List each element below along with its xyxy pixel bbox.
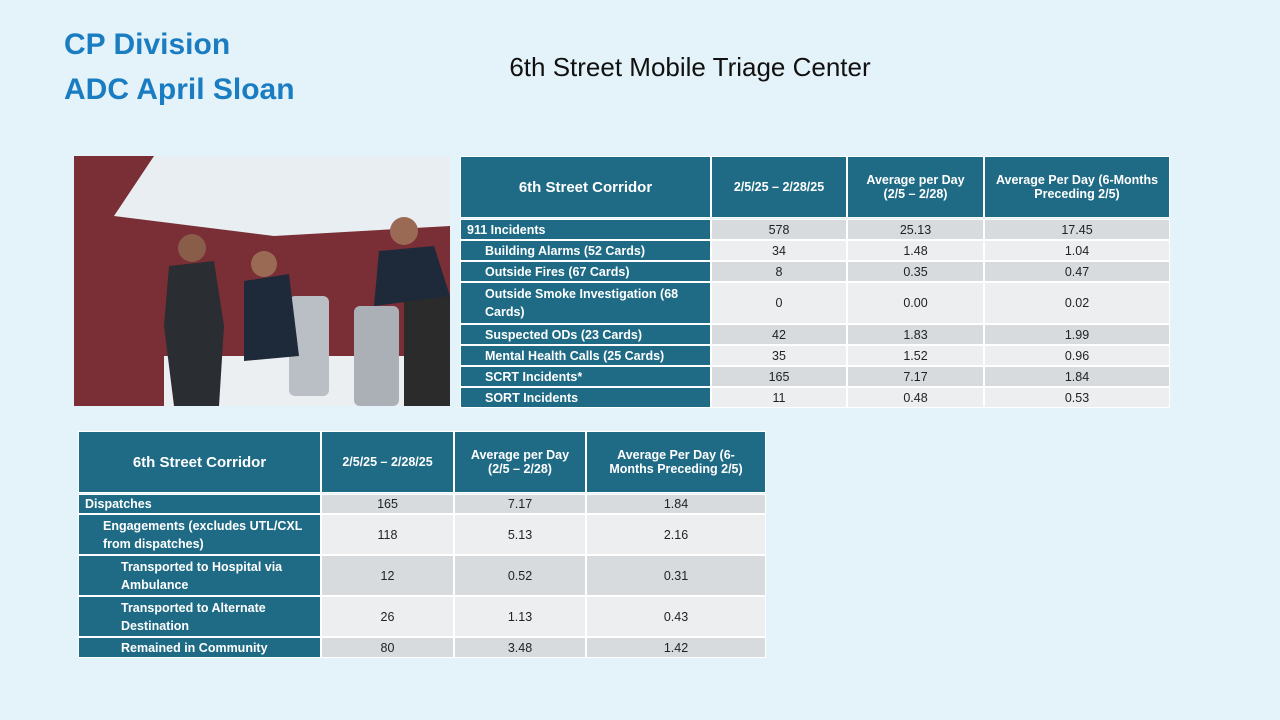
row-label: Mental Health Calls (25 Cards) xyxy=(460,345,711,366)
data-cell: 34 xyxy=(711,240,847,261)
data-cell: 42 xyxy=(711,324,847,345)
data-cell: 1.13 xyxy=(454,596,586,637)
row-label: Transported to Alternate Destination xyxy=(78,596,321,637)
data-cell: 1.84 xyxy=(984,366,1170,387)
data-cell: 0.00 xyxy=(847,282,984,324)
data-cell: 2.16 xyxy=(586,514,766,555)
data-cell: 17.45 xyxy=(984,219,1170,240)
data-cell: 26 xyxy=(321,596,454,637)
row-label: 911 Incidents xyxy=(460,219,711,240)
data-cell: 35 xyxy=(711,345,847,366)
row-label: Engagements (excludes UTL/CXL from dispa… xyxy=(78,514,321,555)
data-cell: 578 xyxy=(711,219,847,240)
data-cell: 0 xyxy=(711,282,847,324)
data-cell: 0.31 xyxy=(586,555,766,596)
data-cell: 165 xyxy=(711,366,847,387)
column-header: Average per Day (2/5 – 2/28) xyxy=(847,156,984,218)
column-header: 2/5/25 – 2/28/25 xyxy=(711,156,847,218)
data-cell: 1.84 xyxy=(586,494,766,514)
data-cell: 5.13 xyxy=(454,514,586,555)
column-header: 6th Street Corridor xyxy=(78,431,321,493)
data-cell: 0.02 xyxy=(984,282,1170,324)
column-header: Average Per Day (6-Months Preceding 2/5) xyxy=(984,156,1170,218)
row-label: SORT Incidents xyxy=(460,387,711,408)
data-cell: 0.48 xyxy=(847,387,984,408)
data-cell: 0.35 xyxy=(847,261,984,282)
data-cell: 7.17 xyxy=(847,366,984,387)
column-header: Average per Day (2/5 – 2/28) xyxy=(454,431,586,493)
data-cell: 80 xyxy=(321,637,454,658)
row-label: Dispatches xyxy=(78,494,321,514)
data-cell: 8 xyxy=(711,261,847,282)
division: CP Division xyxy=(64,28,231,61)
row-label: Outside Fires (67 Cards) xyxy=(460,261,711,282)
data-cell: 7.17 xyxy=(454,494,586,514)
presenter-name: ADC April Sloan xyxy=(64,73,295,106)
row-label: Suspected ODs (23 Cards) xyxy=(460,324,711,345)
column-header: 6th Street Corridor xyxy=(460,156,711,218)
row-label: SCRT Incidents* xyxy=(460,366,711,387)
column-header: 2/5/25 – 2/28/25 xyxy=(321,431,454,493)
photo xyxy=(74,156,450,406)
data-cell: 0.43 xyxy=(586,596,766,637)
data-cell: 0.52 xyxy=(454,555,586,596)
data-cell: 1.52 xyxy=(847,345,984,366)
row-label: Transported to Hospital via Ambulance xyxy=(78,555,321,596)
data-cell: 3.48 xyxy=(454,637,586,658)
row-label: Building Alarms (52 Cards) xyxy=(460,240,711,261)
data-cell: 1.04 xyxy=(984,240,1170,261)
data-cell: 0.47 xyxy=(984,261,1170,282)
data-cell: 118 xyxy=(321,514,454,555)
data-cell: 25.13 xyxy=(847,219,984,240)
data-cell: 1.83 xyxy=(847,324,984,345)
data-cell: 1.42 xyxy=(586,637,766,658)
data-cell: 1.48 xyxy=(847,240,984,261)
data-cell: 1.99 xyxy=(984,324,1170,345)
row-label: Remained in Community xyxy=(78,637,321,658)
data-cell: 0.53 xyxy=(984,387,1170,408)
data-cell: 12 xyxy=(321,555,454,596)
data-cell: 165 xyxy=(321,494,454,514)
row-label: Outside Smoke Investigation (68 Cards) xyxy=(460,282,711,324)
data-cell: 0.96 xyxy=(984,345,1170,366)
column-header: Average Per Day (6-Months Preceding 2/5) xyxy=(586,431,766,493)
data-cell: 11 xyxy=(711,387,847,408)
slide-title: 6th Street Mobile Triage Center xyxy=(509,52,871,82)
